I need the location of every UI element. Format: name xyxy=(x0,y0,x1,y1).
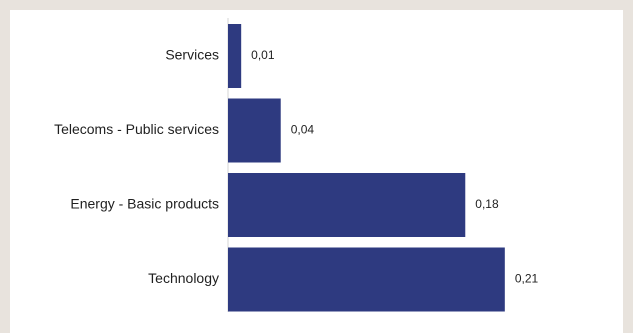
category-label: Services xyxy=(165,47,219,63)
value-label: 0,01 xyxy=(251,48,275,62)
value-label: 0,18 xyxy=(475,197,499,211)
category-label: Technology xyxy=(148,270,219,286)
category-label: Energy - Basic products xyxy=(70,196,219,212)
bar-services xyxy=(228,24,242,88)
value-label: 0,21 xyxy=(515,272,539,286)
bar-technology xyxy=(228,247,505,312)
category-label: Telecoms - Public services xyxy=(54,121,219,137)
bar-telecoms-public-services xyxy=(228,98,281,163)
bars-group xyxy=(228,24,505,312)
value-label: 0,04 xyxy=(291,123,315,137)
labels-group: Services 0,01 Telecoms - Public services 0,… xyxy=(54,47,538,287)
bar-energy-basic-products xyxy=(228,173,466,237)
